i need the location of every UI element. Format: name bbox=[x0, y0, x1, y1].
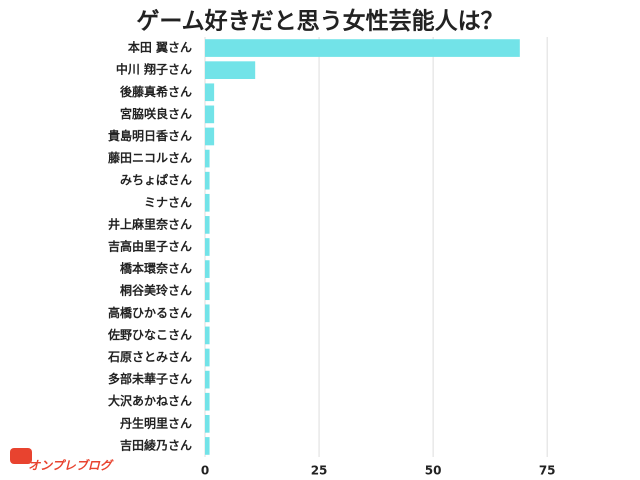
logo-text: オンプレブログ bbox=[28, 459, 114, 473]
y-tick-label: 橋本環奈さん bbox=[120, 261, 192, 276]
x-tick-label: 50 bbox=[425, 464, 442, 478]
bar bbox=[205, 39, 520, 57]
bar bbox=[205, 348, 210, 367]
x-tick-label: 25 bbox=[311, 464, 328, 478]
y-tick-label: 高橋ひかるさん bbox=[108, 305, 192, 320]
y-tick-label: 石原さとみさん bbox=[107, 350, 192, 364]
y-tick-label: 貴島明日香さん bbox=[108, 128, 192, 143]
y-tick-label: 丹生明里さん bbox=[120, 415, 192, 430]
x-tick-label: 0 bbox=[201, 464, 209, 478]
y-tick-label: 佐野ひなこさん bbox=[107, 327, 192, 342]
bar bbox=[205, 149, 210, 168]
y-tick-label: 桐谷美玲さん bbox=[120, 283, 192, 298]
y-tick-label: ミナさん bbox=[144, 195, 192, 209]
bar bbox=[205, 61, 256, 79]
bar bbox=[205, 415, 210, 433]
y-tick-label: 吉田綾乃さん bbox=[120, 437, 192, 452]
bar bbox=[205, 127, 215, 146]
bar bbox=[205, 370, 210, 389]
y-tick-label: 吉高由里子さん bbox=[108, 239, 192, 254]
bar bbox=[205, 83, 215, 102]
y-tick-label: 中川 翔子さん bbox=[116, 62, 192, 77]
y-tick-label: みちょぱさん bbox=[120, 172, 192, 187]
bar bbox=[205, 304, 210, 323]
bar bbox=[205, 105, 215, 124]
bar bbox=[205, 282, 210, 301]
bar bbox=[205, 193, 210, 212]
x-tick-label: 75 bbox=[539, 464, 556, 478]
logo-icon bbox=[10, 448, 32, 464]
bar bbox=[205, 238, 210, 256]
y-tick-label: 宮脇咲良さん bbox=[120, 106, 192, 121]
bar bbox=[205, 392, 210, 411]
y-tick-label: 藤田ニコルさん bbox=[107, 150, 192, 165]
logo: オンプレブログ bbox=[10, 448, 114, 473]
bar bbox=[205, 216, 210, 234]
y-tick-label: 多部未華子さん bbox=[108, 371, 192, 386]
bar bbox=[205, 260, 210, 278]
bar bbox=[205, 326, 210, 345]
y-tick-label: 井上麻里奈さん bbox=[108, 216, 192, 231]
chart-title: ゲーム好きだと思う女性芸能人は？ bbox=[136, 8, 503, 35]
bar bbox=[205, 437, 210, 455]
y-tick-label: 後藤真希さん bbox=[120, 84, 192, 99]
bar bbox=[205, 171, 210, 190]
y-tick-label: 大沢あかねさん bbox=[108, 393, 192, 408]
y-tick-label: 本田 翼さん bbox=[128, 40, 192, 55]
